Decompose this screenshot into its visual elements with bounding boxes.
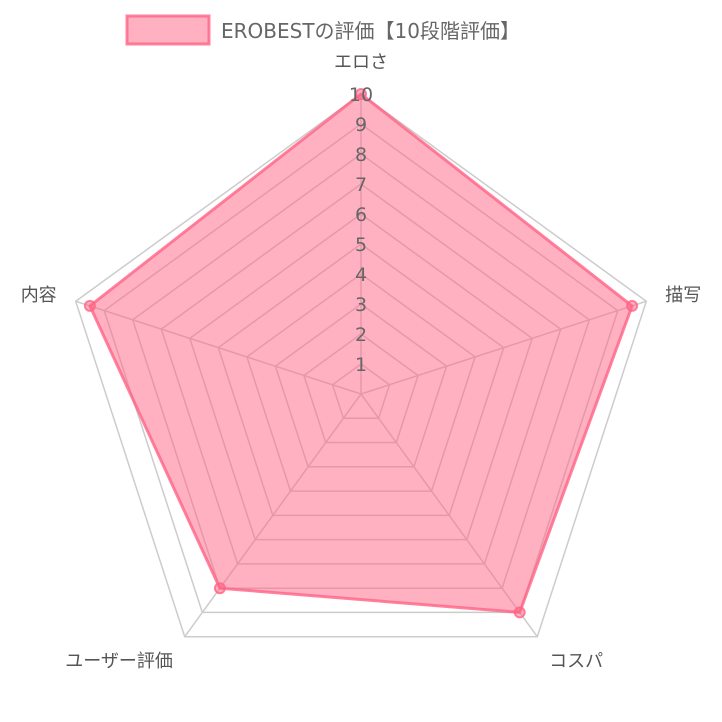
tick-label-5: 5 bbox=[355, 234, 367, 256]
axis-label-0: エロさ bbox=[334, 52, 388, 73]
data-point-3[interactable] bbox=[213, 582, 226, 595]
tick-label-10: 10 bbox=[349, 84, 373, 106]
tick-label-4: 4 bbox=[355, 264, 367, 286]
tick-label-3: 3 bbox=[355, 294, 367, 316]
tick-label-8: 8 bbox=[355, 144, 367, 166]
tick-label-2: 2 bbox=[355, 324, 367, 346]
data-point-4[interactable] bbox=[83, 299, 96, 312]
axis-label-3: ユーザー評価 bbox=[65, 651, 173, 672]
axis-label-2: コスパ bbox=[549, 651, 603, 672]
data-point-0[interactable] bbox=[355, 88, 367, 100]
legend: EROBESTの評価【10段階評価】 bbox=[125, 14, 520, 46]
tick-label-9: 9 bbox=[355, 114, 367, 136]
legend-swatch[interactable] bbox=[125, 14, 211, 46]
data-point-1[interactable] bbox=[626, 299, 639, 312]
axis-label-1: 描写 bbox=[665, 285, 701, 306]
tick-label-6: 6 bbox=[355, 204, 367, 226]
data-point-2[interactable] bbox=[513, 606, 526, 619]
series-area bbox=[88, 92, 634, 614]
series-layer bbox=[83, 88, 639, 619]
tick-label-1: 1 bbox=[355, 354, 367, 376]
grid-ring-10 bbox=[74, 93, 648, 638]
axis-label-4: 内容 bbox=[21, 285, 57, 306]
tick-label-7: 7 bbox=[355, 174, 367, 196]
legend-label[interactable]: EROBESTの評価【10段階評価】 bbox=[221, 19, 520, 43]
tick-labels: 1 2 3 4 5 6 7 8 9 10 bbox=[349, 84, 373, 376]
